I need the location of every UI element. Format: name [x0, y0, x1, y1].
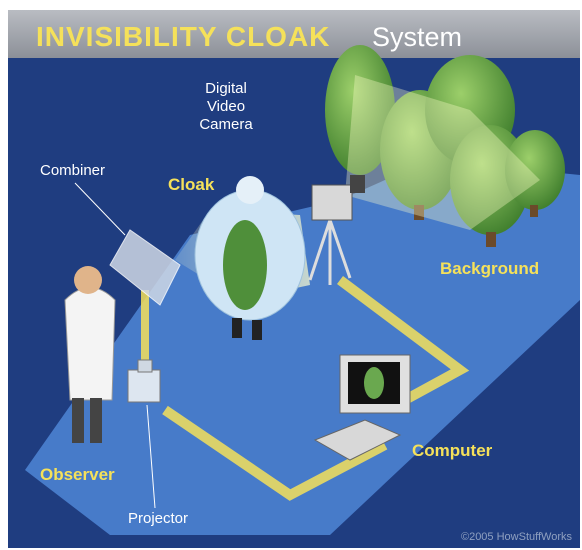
- label: Digital: [205, 80, 247, 97]
- title: INVISIBILITY CLOAK: [36, 21, 330, 52]
- label: Background: [440, 259, 539, 278]
- label: Computer: [412, 441, 493, 460]
- label: Observer: [40, 465, 115, 484]
- label: Combiner: [40, 162, 105, 179]
- label: Video: [207, 98, 245, 115]
- label: Projector: [128, 510, 188, 527]
- label: Camera: [199, 116, 253, 133]
- credit: ©2005 HowStuffWorks: [461, 531, 573, 543]
- label: Cloak: [168, 175, 215, 194]
- illustration: INVISIBILITY CLOAK System: [0, 0, 582, 550]
- subtitle: System: [372, 22, 462, 52]
